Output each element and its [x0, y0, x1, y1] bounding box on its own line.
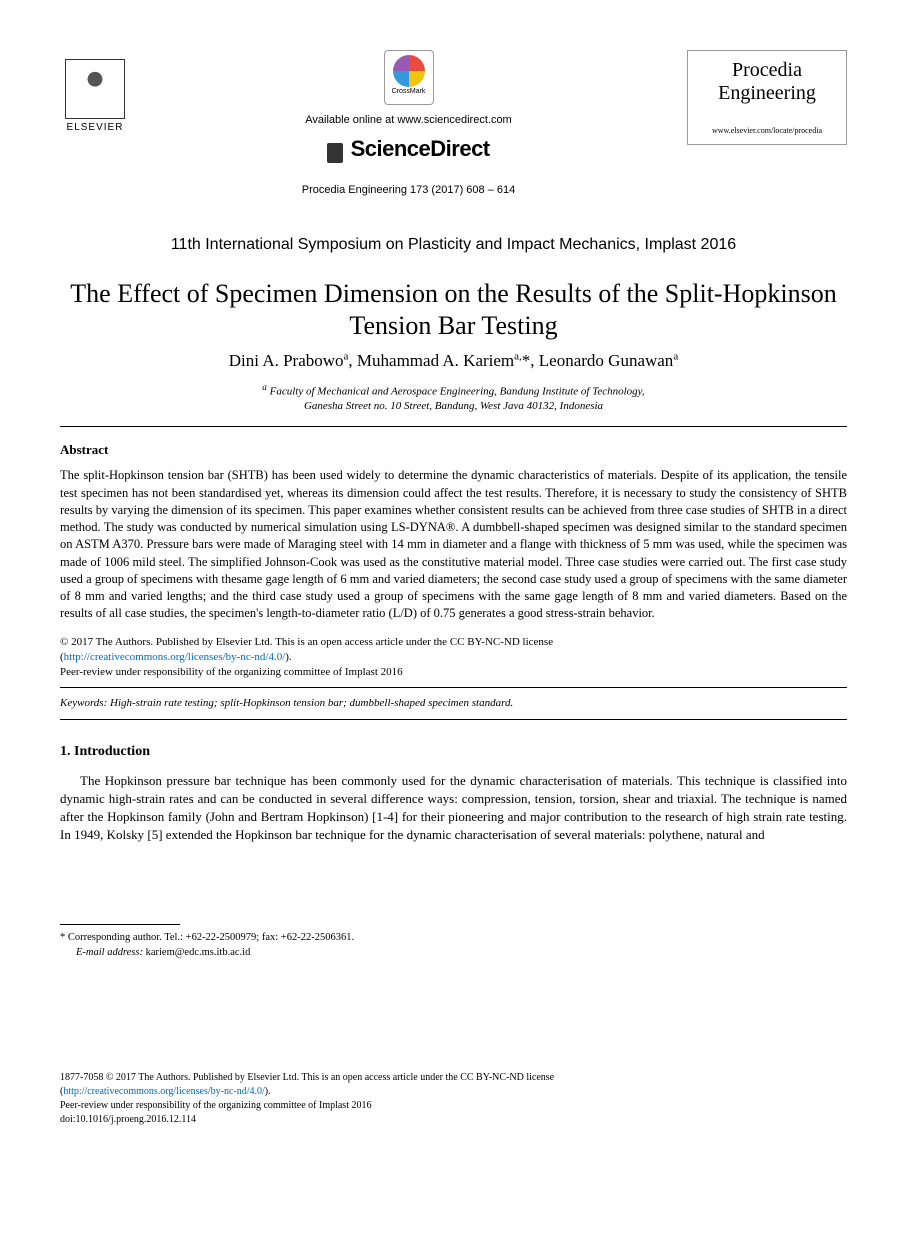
crossmark-badge[interactable]: CrossMark [384, 50, 434, 105]
footer-license-link[interactable]: http://creativecommons.org/licenses/by-n… [63, 1086, 264, 1097]
keywords-label: Keywords: [60, 697, 107, 709]
crossmark-icon [393, 55, 425, 87]
introduction-heading: 1. Introduction [60, 742, 847, 762]
affiliation-line2: Ganesha Street no. 10 Street, Bandung, W… [304, 400, 603, 412]
email-address[interactable]: kariem@edc.ms.itb.ac.id [146, 947, 251, 958]
sciencedirect-logo: ScienceDirect [150, 134, 667, 165]
author-1: Dini A. Prabowoa [229, 351, 349, 370]
copyright-block: © 2017 The Authors. Published by Elsevie… [60, 635, 847, 681]
keywords-text: High-strain rate testing; split-Hopkinso… [110, 697, 513, 709]
procedia-box: Procedia Engineering www.elsevier.com/lo… [687, 50, 847, 145]
author-2: Muhammad A. Kariema,* [357, 351, 530, 370]
footer-doi: doi:10.1016/j.proeng.2016.12.114 [60, 1113, 847, 1127]
crossmark-label: CrossMark [385, 87, 433, 97]
footer-peer-review: Peer-review under responsibility of the … [60, 1099, 847, 1113]
conference-title: 11th International Symposium on Plastici… [60, 234, 847, 256]
license-link[interactable]: http://creativecommons.org/licenses/by-n… [64, 651, 286, 663]
rule-mid2 [60, 719, 847, 720]
rule-mid1 [60, 687, 847, 688]
corresponding-line1: * Corresponding author. Tel.: +62-22-250… [60, 931, 847, 946]
keywords-line: Keywords: High-strain rate testing; spli… [60, 696, 847, 711]
authors-line: Dini A. Prabowoa, Muhammad A. Kariema,*,… [60, 349, 847, 373]
header-row: ELSEVIER CrossMark Available online at w… [60, 50, 847, 199]
center-header: CrossMark Available online at www.scienc… [130, 50, 687, 199]
affiliation-sup: a [262, 382, 267, 392]
abstract-heading: Abstract [60, 441, 847, 459]
abstract-text: The split-Hopkinson tension bar (SHTB) h… [60, 467, 847, 622]
footnote-separator [60, 924, 180, 925]
article-title: The Effect of Specimen Dimension on the … [60, 278, 847, 343]
copyright-line1: © 2017 The Authors. Published by Elsevie… [60, 635, 847, 650]
affiliation-line1: Faculty of Mechanical and Aerospace Engi… [270, 385, 645, 397]
citation-line: Procedia Engineering 173 (2017) 608 – 61… [150, 183, 667, 198]
elsevier-tree-icon [65, 59, 125, 119]
author-3: Leonardo Gunawana [539, 351, 678, 370]
page-footer: 1877-7058 © 2017 The Authors. Published … [60, 1071, 847, 1127]
rule-top [60, 426, 847, 427]
email-label: E-mail address: [76, 947, 143, 958]
affiliation: a Faculty of Mechanical and Aerospace En… [60, 381, 847, 414]
introduction-text: The Hopkinson pressure bar technique has… [60, 772, 847, 845]
peer-review-line: Peer-review under responsibility of the … [60, 665, 847, 680]
sciencedirect-icon [327, 143, 343, 163]
corresponding-author: * Corresponding author. Tel.: +62-22-250… [60, 931, 847, 960]
procedia-url[interactable]: www.elsevier.com/locate/procedia [700, 125, 834, 136]
sciencedirect-label: ScienceDirect [351, 136, 490, 161]
procedia-title-1: Procedia [700, 59, 834, 82]
elsevier-label: ELSEVIER [67, 121, 124, 135]
procedia-title-2: Engineering [700, 82, 834, 105]
footer-issn-line: 1877-7058 © 2017 The Authors. Published … [60, 1071, 847, 1085]
elsevier-logo: ELSEVIER [60, 50, 130, 135]
available-online-text: Available online at www.sciencedirect.co… [150, 113, 667, 128]
